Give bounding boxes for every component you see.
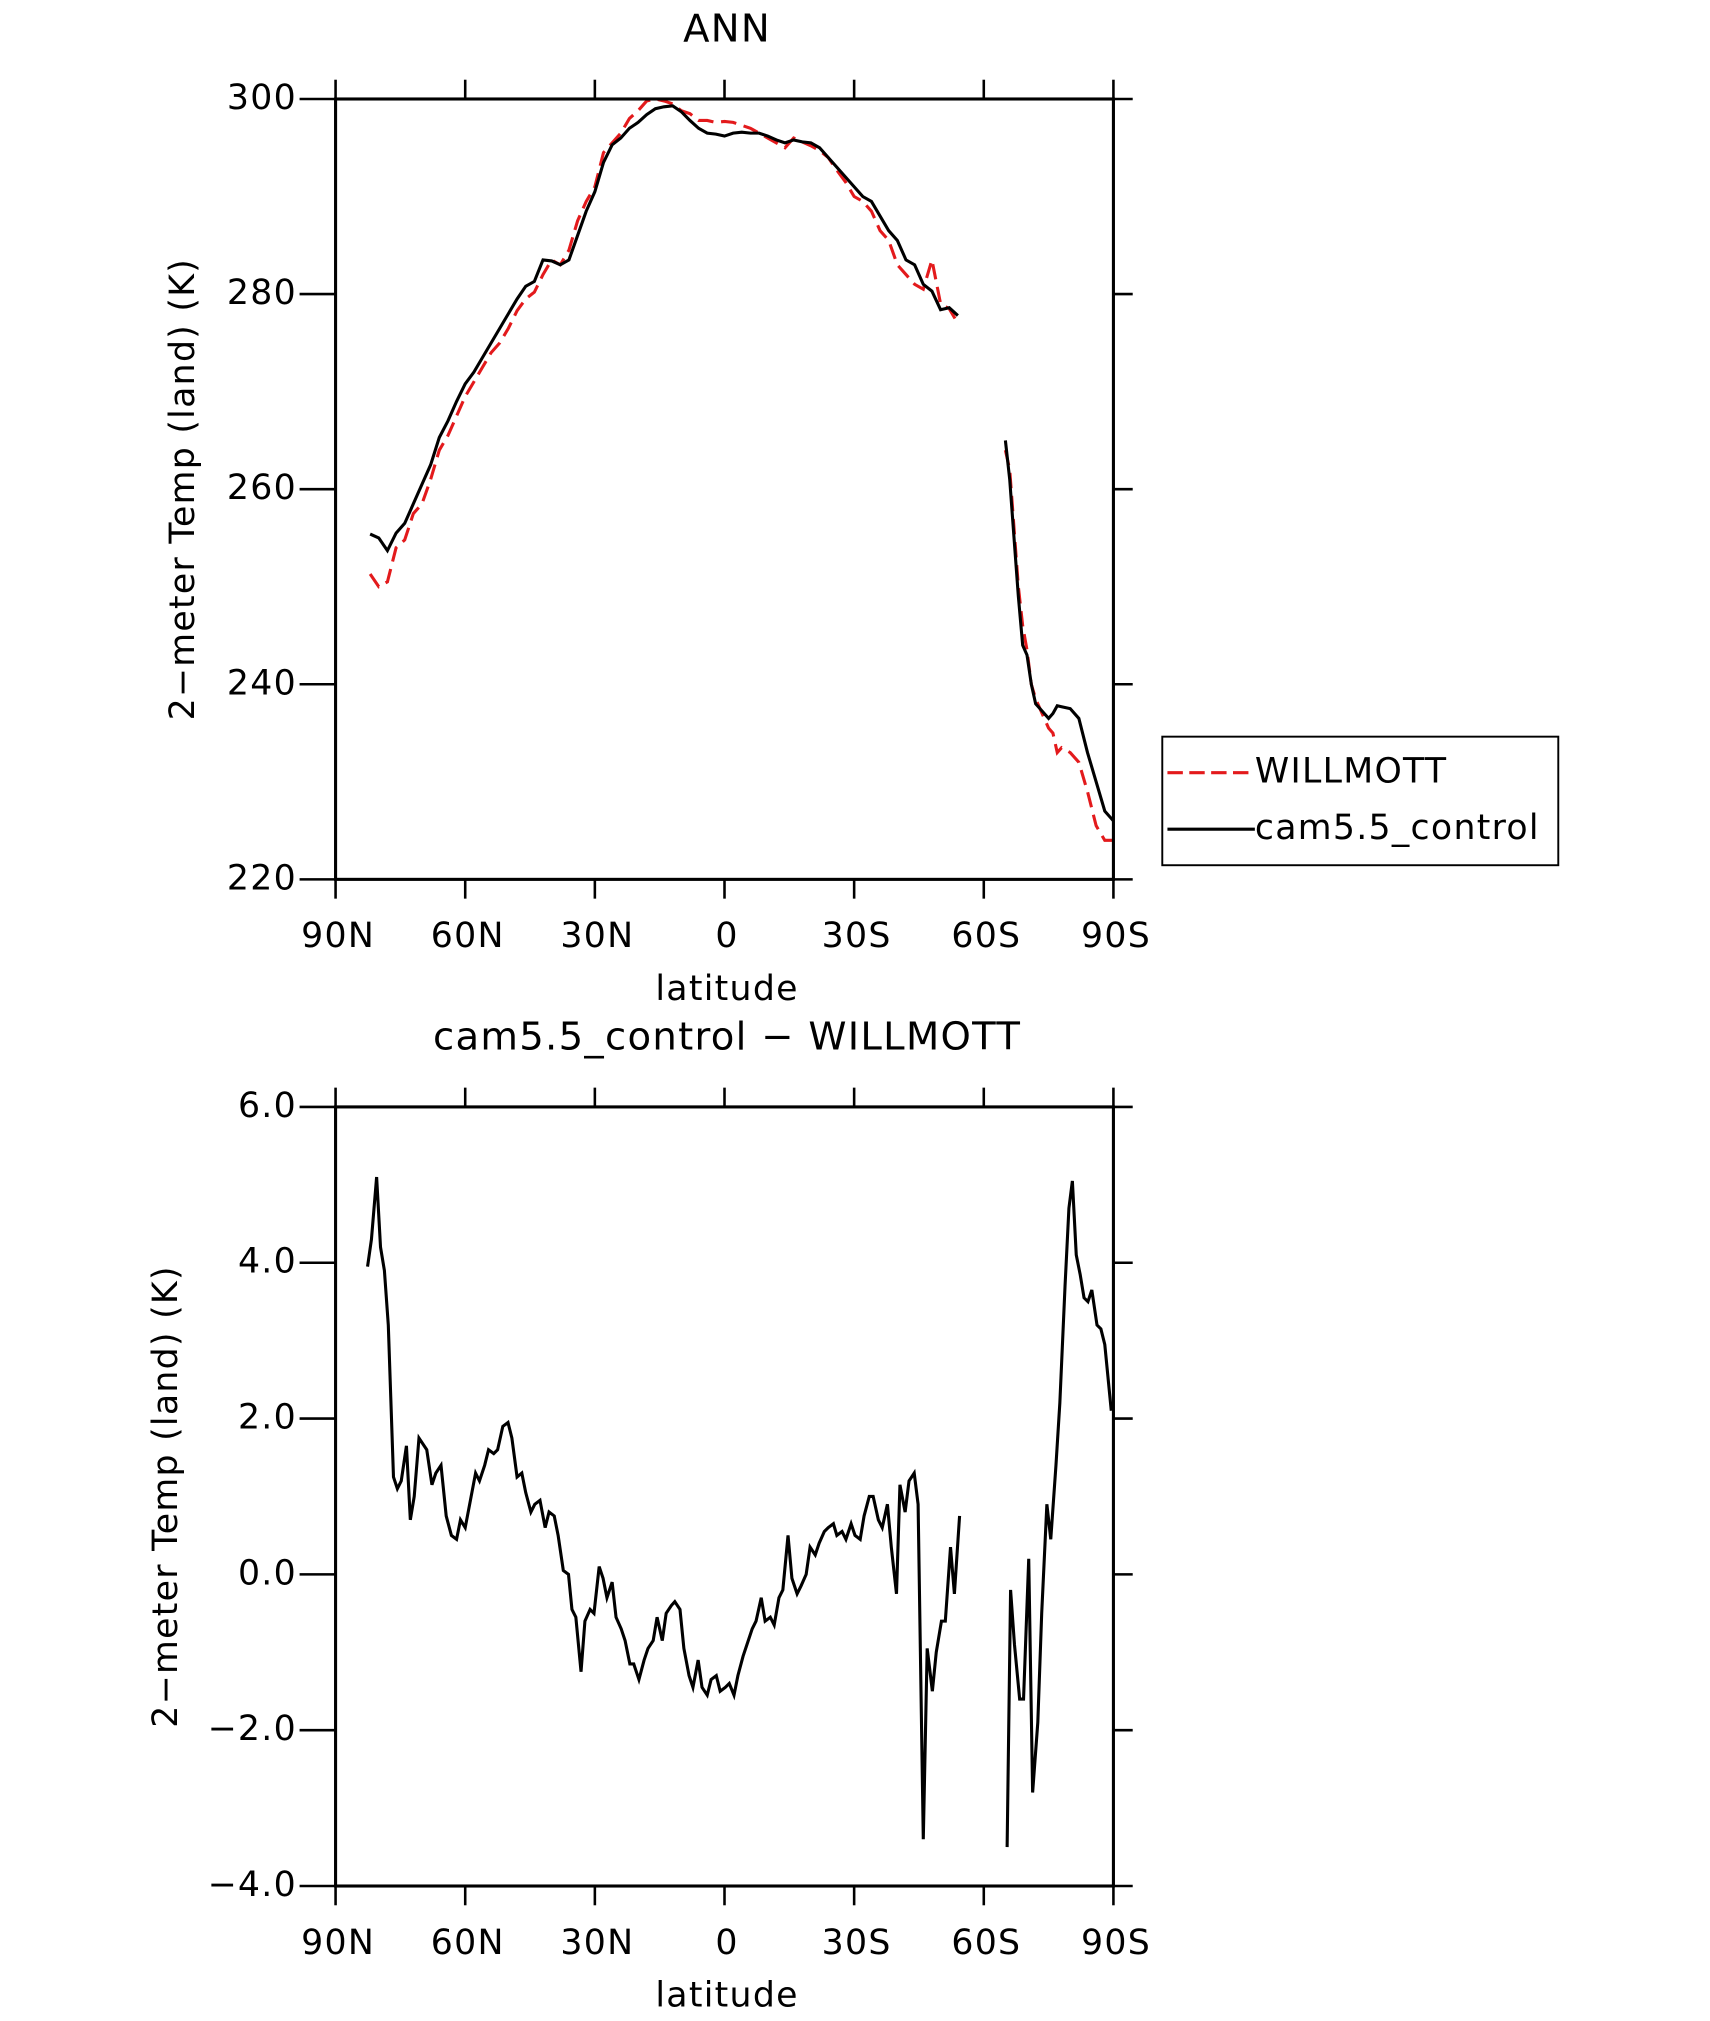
chart-title: cam5.5_control − WILLMOTT — [433, 1014, 1021, 1059]
x-tick-label: 30S — [822, 1923, 892, 1963]
y-axis-label: 2−meter Temp (land) (K) — [146, 1265, 186, 1728]
y-tick-label: 0.0 — [238, 1553, 297, 1593]
y-tick-label: 6.0 — [238, 1086, 297, 1126]
y-tick-label: −2.0 — [208, 1709, 297, 1749]
x-tick-label: 90N — [301, 1923, 375, 1963]
x-tick-label: 30N — [560, 1923, 634, 1963]
y-tick-label: 280 — [227, 273, 297, 313]
x-tick-label: 90N — [301, 916, 375, 956]
data-line — [368, 97, 1114, 842]
y-tick-label: 2.0 — [238, 1398, 297, 1438]
x-axis-label: latitude — [655, 1976, 798, 2016]
y-axis-label: 2−meter Temp (land) (K) — [163, 258, 203, 721]
x-tick-label: 60S — [951, 1923, 1021, 1963]
chart-title: ANN — [683, 6, 771, 51]
y-tick-label: 240 — [227, 663, 297, 703]
x-tick-label: 0 — [715, 916, 738, 956]
legend-label: cam5.5_control — [1255, 808, 1540, 848]
x-tick-label: 90S — [1081, 1923, 1151, 1963]
x-tick-label: 60N — [431, 1923, 505, 1963]
y-tick-label: 4.0 — [238, 1242, 297, 1282]
x-tick-label: 0 — [715, 1923, 738, 1963]
x-tick-label: 60N — [431, 916, 505, 956]
y-tick-label: −4.0 — [208, 1865, 297, 1905]
plot-frame — [334, 97, 1115, 881]
x-tick-label: 30N — [560, 916, 634, 956]
y-tick-label: 220 — [227, 858, 297, 898]
x-tick-label: 60S — [951, 916, 1021, 956]
y-tick-label: 260 — [227, 468, 297, 508]
x-tick-label: 30S — [822, 916, 892, 956]
legend-label: WILLMOTT — [1255, 752, 1448, 792]
plot-frame — [334, 1105, 1115, 1888]
x-axis-label: latitude — [655, 969, 798, 1009]
data-line — [366, 1176, 1113, 1848]
y-tick-label: 300 — [227, 78, 297, 118]
x-tick-label: 90S — [1081, 916, 1151, 956]
legend-box — [1161, 735, 1560, 867]
data-line — [369, 104, 1115, 822]
